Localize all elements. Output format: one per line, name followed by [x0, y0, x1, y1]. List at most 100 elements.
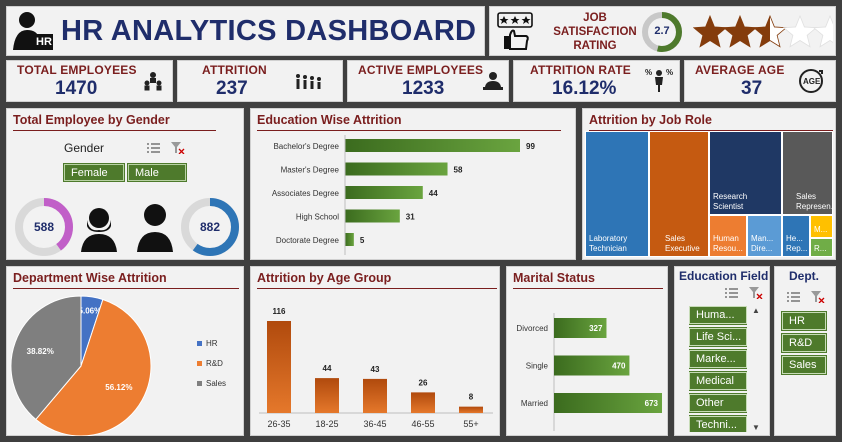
education-attrition-title: Education Wise Attrition — [257, 113, 561, 131]
tile-label: M... — [814, 225, 828, 234]
education-field-item[interactable]: Medical — [689, 371, 747, 391]
legend-swatch — [197, 361, 202, 366]
pie-data-label: 56.12% — [105, 383, 132, 392]
gender-option-female[interactable]: Female — [63, 163, 125, 182]
marital-tick-label: Married — [521, 399, 548, 408]
age-data-label: 26 — [419, 378, 428, 387]
tile-label: R... — [814, 244, 827, 253]
edu-bar — [345, 186, 423, 199]
scroll-down-icon[interactable]: ▼ — [752, 423, 760, 432]
satisfaction-label-line2: SATISFACTION — [553, 26, 637, 38]
age-tick-label: 36-45 — [363, 419, 386, 429]
dept-slicer: Dept. HR R&D Sales — [774, 266, 836, 436]
treemap-tile-healthcare-representative[interactable]: He... Rep... — [782, 215, 810, 257]
clear-filter-icon[interactable] — [171, 142, 185, 154]
employee-desk-icon — [483, 72, 503, 90]
satisfaction-gauge: 2.7 — [640, 10, 684, 54]
satisfaction-label: JOB SATISFACTION RATING — [550, 11, 640, 53]
kpi-attrition: ATTRITION 237 — [177, 60, 343, 102]
pie-slice-sales — [10, 295, 82, 421]
age-icon: AGE — [799, 69, 823, 93]
satisfaction-label-line3: RATING — [573, 40, 617, 52]
multi-select-icon[interactable] — [725, 287, 739, 299]
svg-text:%: % — [645, 68, 652, 77]
people-group-icon — [144, 72, 162, 91]
edu-tick-label: Associates Degree — [272, 189, 340, 198]
clear-filter-icon[interactable] — [749, 287, 763, 299]
star-3 — [752, 14, 788, 48]
multi-select-icon[interactable] — [147, 142, 161, 154]
marital-status-chart: Divorced 327 Single 470 Married 673 — [516, 313, 662, 431]
treemap-tile-sales-representative[interactable]: Sales Represen... — [782, 131, 833, 215]
treemap-tile-sales-executive[interactable]: Sales Executive — [649, 131, 709, 257]
marital-data-label: 673 — [645, 399, 659, 408]
dept-item-hr[interactable]: HR — [781, 311, 827, 331]
svg-text:%: % — [666, 68, 673, 77]
education-field-item[interactable]: Life Sci... — [689, 327, 747, 347]
legend-item-rd: R&D — [197, 359, 226, 368]
treemap-tile-manufacturing-director[interactable]: Man... Dire... — [747, 215, 782, 257]
person-percent-icon: %% — [645, 68, 673, 92]
dept-item-sales[interactable]: Sales — [781, 355, 827, 375]
tile-label: He... Rep... — [786, 234, 808, 253]
age-group-title: Attrition by Age Group — [257, 271, 497, 289]
education-field-item[interactable]: Marke... — [689, 349, 747, 369]
pie-data-label: 5.06% — [79, 307, 102, 316]
marital-tick-label: Single — [526, 362, 549, 371]
tile-label: Man... Dire... — [751, 234, 774, 253]
edu-tick-label: Master's Degree — [281, 166, 340, 175]
age-bar — [267, 321, 291, 413]
kpi-value: 16.12% — [552, 77, 617, 99]
kpi-label: AVERAGE AGE — [695, 62, 785, 77]
age-data-label: 44 — [323, 364, 332, 373]
age-tick-label: 26-35 — [267, 419, 290, 429]
legend-item-hr: HR — [197, 339, 226, 348]
rating-thumbs-icon — [497, 12, 533, 50]
kpi-active-employees: ACTIVE EMPLOYEES 1233 — [347, 60, 509, 102]
department-attrition-panel: Department Wise Attrition 5.06% 56.12% 38.… — [6, 266, 244, 436]
education-field-title: Education Field — [679, 269, 769, 283]
star-rating — [693, 14, 833, 48]
treemap-tile-human-resources[interactable]: Human Resou... — [709, 215, 747, 257]
tile-label: Sales Executive — [665, 234, 700, 253]
department-pie-chart: 5.06% 56.12% 38.82% — [10, 295, 152, 436]
pie-data-label: 38.82% — [27, 347, 54, 356]
kpi-label: ATTRITION RATE — [530, 62, 632, 77]
star-2 — [722, 14, 758, 48]
age-tick-label: 18-25 — [315, 419, 338, 429]
scroll-up-icon[interactable]: ▲ — [752, 306, 760, 315]
edu-tick-label: Doctorate Degree — [276, 236, 340, 245]
education-attrition-chart: Bachelor's Degree 99 Master's Degree 58 Asso… — [272, 135, 535, 255]
legend-label: R&D — [206, 359, 223, 368]
star-1 — [693, 14, 728, 48]
dept-item-rd[interactable]: R&D — [781, 333, 827, 353]
gender-slicer-label: Gender — [64, 141, 105, 155]
treemap-tile-research-scientist[interactable]: Research Scientist — [709, 131, 782, 215]
legend-swatch — [197, 341, 202, 346]
hr-person-icon: HR — [13, 10, 55, 52]
edu-tick-label: Bachelor's Degree — [273, 142, 339, 151]
marital-status-panel: Marital Status Divorced 327 Single 470 Marri… — [506, 266, 668, 436]
job-satisfaction-card: JOB SATISFACTION RATING 2.7 — [489, 6, 836, 56]
male-donut: 882 — [179, 196, 241, 258]
hr-icon-text: HR — [36, 36, 52, 48]
multi-select-icon[interactable] — [787, 291, 801, 303]
education-field-item[interactable]: Techni... — [689, 415, 747, 432]
marital-bar — [554, 393, 662, 413]
treemap-tile-manager[interactable]: M... — [810, 215, 833, 238]
gender-option-male[interactable]: Male — [127, 163, 187, 182]
education-field-slicer: Education Field Huma... Life Sci... Mark… — [674, 266, 770, 436]
treemap-tile-laboratory-technician[interactable]: Laboratory Technician — [585, 131, 649, 257]
age-data-label: 8 — [469, 393, 474, 402]
edu-data-label: 31 — [406, 213, 415, 222]
age-tick-label: 46-55 — [411, 419, 434, 429]
age-bar — [459, 406, 483, 413]
page-title: HR ANALYTICS DASHBOARD — [61, 14, 477, 47]
education-field-item[interactable]: Huma... — [689, 306, 747, 325]
treemap-tile-research-director[interactable]: R... — [810, 238, 833, 257]
education-field-item[interactable]: Other — [689, 393, 747, 413]
male-count: 882 — [199, 220, 221, 234]
clear-filter-icon[interactable] — [811, 291, 825, 303]
slicer-scrollbar[interactable]: ▲ ▼ — [751, 306, 761, 432]
svg-text:AGE: AGE — [803, 77, 821, 86]
